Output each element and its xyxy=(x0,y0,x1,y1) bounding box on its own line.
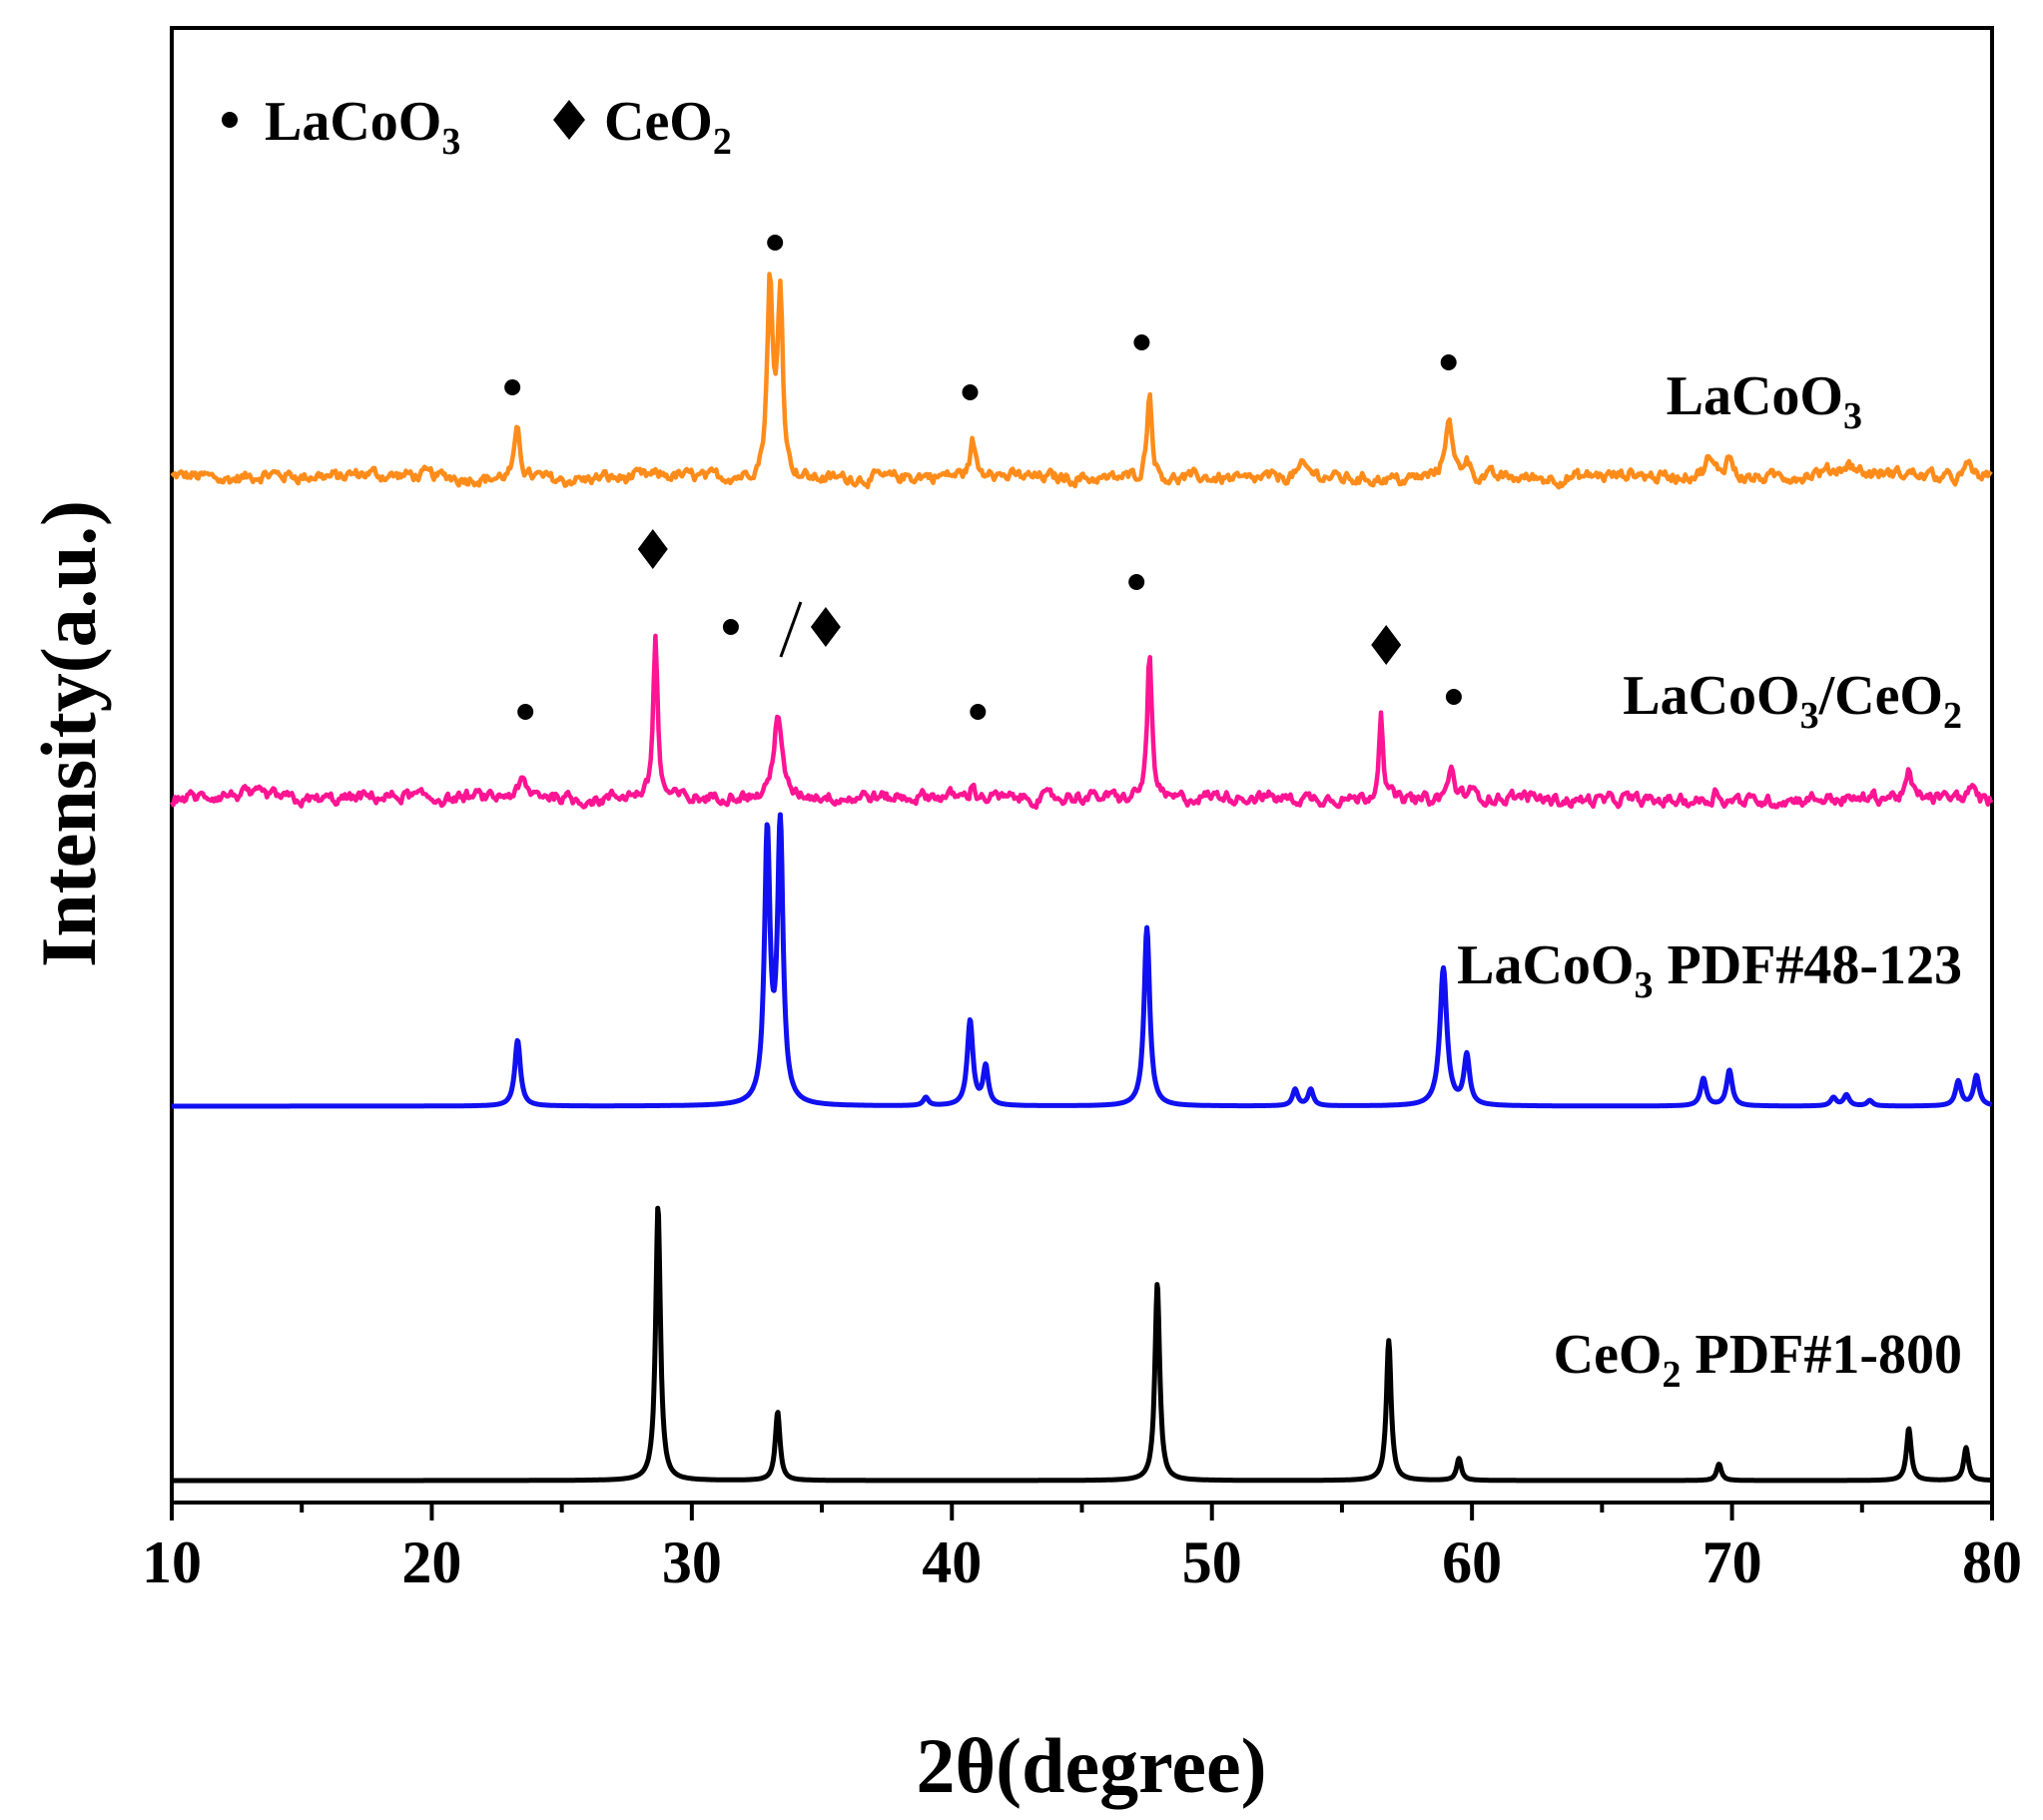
series-label-part: PDF#1-800 xyxy=(1681,1324,1962,1386)
plot-frame xyxy=(170,26,1994,1505)
x-tick-label: 10 xyxy=(142,1529,202,1595)
lacoo3-marker xyxy=(767,235,784,251)
series-line xyxy=(170,272,1993,490)
lacoo3-marker xyxy=(504,379,521,395)
lacoo3-marker xyxy=(1128,574,1145,590)
legend-label-text: CeO xyxy=(604,91,713,153)
series-label-part: 3 xyxy=(1843,395,1862,437)
series-2: LaCoO3 PDF#48-123 xyxy=(170,812,1994,1109)
x-tick-label: 50 xyxy=(1182,1529,1242,1595)
y-axis-title: Intensity(a.u.) xyxy=(25,500,112,967)
slash-separator xyxy=(779,601,803,658)
legend-label: CeO2 xyxy=(604,91,732,163)
series-label-part: CeO xyxy=(1554,1324,1663,1386)
x-tick-label: 70 xyxy=(1702,1529,1762,1595)
legend-label-text: LaCoO xyxy=(265,91,441,153)
series-line xyxy=(170,633,1994,811)
x-tick-label: 30 xyxy=(662,1529,722,1595)
plot-border xyxy=(170,26,1994,1505)
series-label-part: PDF#48-123 xyxy=(1653,934,1962,996)
lacoo3-marker xyxy=(962,384,979,400)
series-label: LaCoO3 xyxy=(1667,365,1862,437)
x-tick-label: 40 xyxy=(922,1529,982,1595)
series-label-part: LaCoO xyxy=(1667,365,1843,427)
series-label-part: /CeO xyxy=(1818,665,1943,727)
lacoo3-marker xyxy=(970,704,987,720)
series-1: LaCoO3/CeO2 xyxy=(170,633,1994,811)
series-label-part: 2 xyxy=(1943,695,1962,737)
series-line xyxy=(170,1205,1994,1484)
series-label-part: 2 xyxy=(1662,1354,1681,1396)
legend-item: LaCoO3 xyxy=(222,91,460,163)
series-label-part: LaCoO xyxy=(1457,934,1634,996)
series-label: LaCoO3 PDF#48-123 xyxy=(1457,934,1962,1006)
ceo2-marker xyxy=(1371,625,1402,665)
series-label: CeO2 PDF#1-800 xyxy=(1554,1324,1962,1396)
legend-label: LaCoO3 xyxy=(265,91,460,163)
legend-item: CeO2 xyxy=(553,91,732,163)
annotation-layer xyxy=(504,235,1462,720)
series-label: LaCoO3/CeO2 xyxy=(1623,665,1962,737)
lacoo3-marker xyxy=(1133,334,1150,350)
x-tick-label: 60 xyxy=(1442,1529,1502,1595)
series-line xyxy=(170,812,1994,1109)
series-label-part: 3 xyxy=(1634,964,1653,1006)
legend-label-sub: 3 xyxy=(441,121,460,163)
ceo2-marker xyxy=(810,607,841,647)
lacoo3-marker xyxy=(1440,354,1457,370)
legend-label-sub: 2 xyxy=(713,121,732,163)
legend-diamond-marker xyxy=(553,100,585,140)
lacoo3-marker xyxy=(517,704,534,720)
series-label-part: 3 xyxy=(1800,695,1819,737)
series-3: CeO2 PDF#1-800 xyxy=(170,1205,1994,1484)
legend: LaCoO3 CeO2 xyxy=(222,91,732,163)
x-axis-title: 2θ(degree) xyxy=(916,1722,1266,1809)
series-label-part: LaCoO xyxy=(1623,665,1799,727)
x-tick-label: 20 xyxy=(401,1529,461,1595)
x-axis-ticks: 10 20 30 40 50 60 70 80 xyxy=(142,1503,2022,1595)
legend-circle-marker xyxy=(222,112,238,128)
lacoo3-marker xyxy=(722,619,739,635)
x-tick-label: 80 xyxy=(1962,1529,2022,1595)
series-0: LaCoO3 xyxy=(170,272,1993,490)
ceo2-marker xyxy=(637,529,668,569)
lacoo3-marker xyxy=(1445,689,1462,705)
